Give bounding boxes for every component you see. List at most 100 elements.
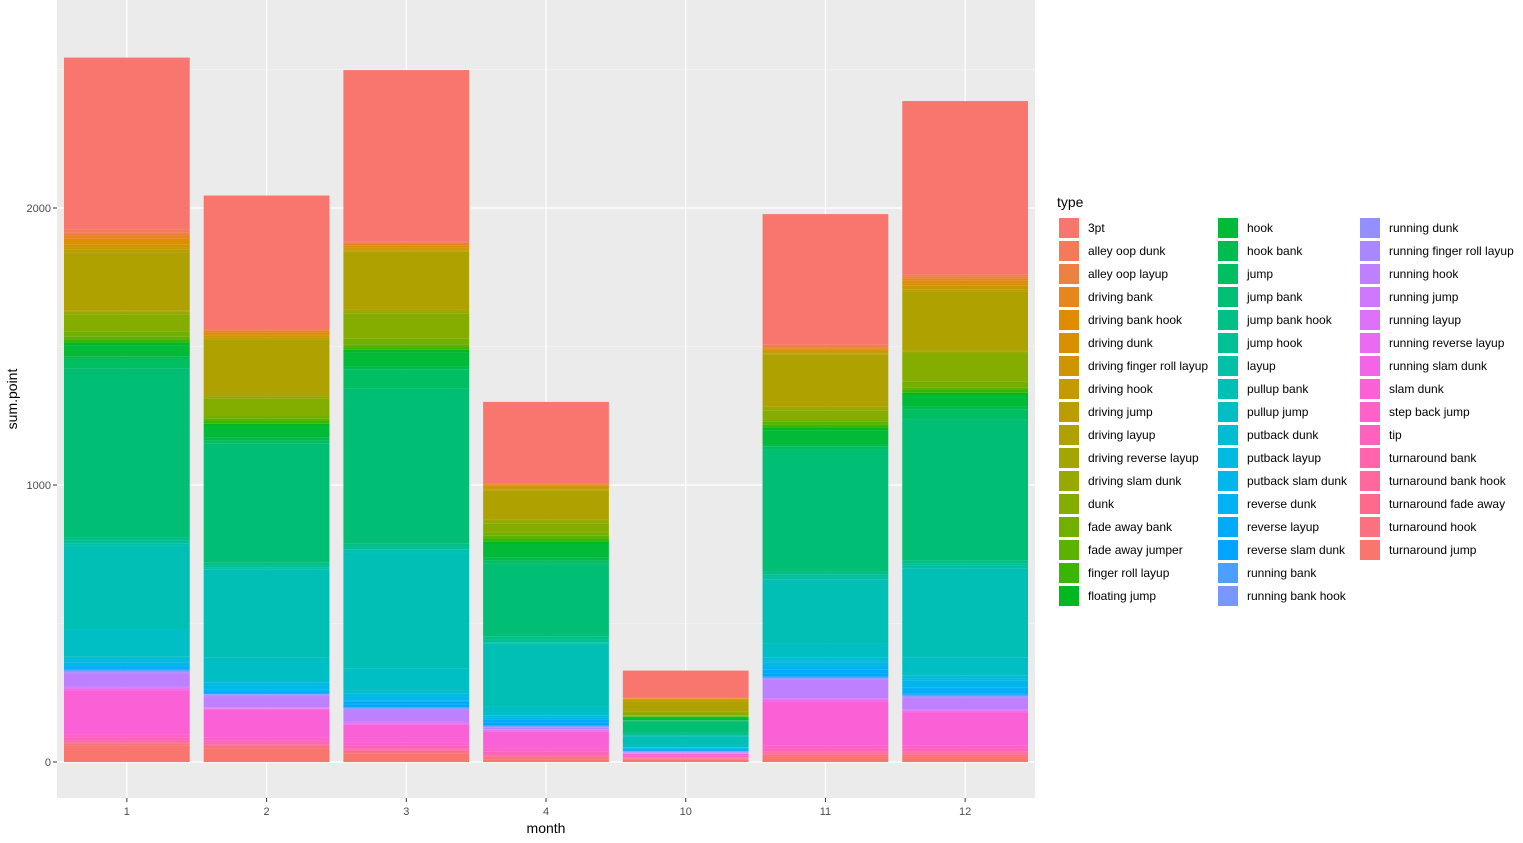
bar-segment: [203, 562, 330, 566]
bar-segment: [63, 656, 190, 660]
bar-segment: [63, 358, 190, 369]
bar-segment: [762, 214, 889, 345]
bar-segment: [902, 753, 1029, 755]
bar-segment: [622, 756, 749, 758]
bar-segment: [902, 406, 1029, 410]
legend-swatch: [1217, 470, 1239, 492]
legend-item: reverse dunk: [1217, 493, 1317, 515]
bar-segment: [63, 537, 190, 541]
legend-label: running hook: [1389, 267, 1459, 281]
legend-item: running finger roll layup: [1359, 240, 1514, 262]
bar-segment: [483, 706, 609, 713]
bar-segment: [343, 707, 470, 708]
bar-segment: [203, 338, 330, 340]
bar-segment: [622, 748, 749, 749]
legend-label: 3pt: [1088, 221, 1105, 235]
legend-swatch: [1058, 332, 1080, 354]
x-axis: 1 2 3 4 10 11 12: [124, 798, 971, 818]
bar-segment: [622, 748, 749, 750]
bar-segment: [343, 244, 470, 246]
bar-segment: [622, 747, 749, 748]
bar-segment: [343, 721, 470, 723]
legend-label: putback slam dunk: [1247, 474, 1348, 488]
bar-segment: [203, 707, 330, 709]
bar-segment: [762, 745, 889, 749]
bar-segment: [203, 737, 330, 741]
bar-segment: [483, 541, 609, 545]
bar-segment: [902, 694, 1029, 696]
bar-segment: [63, 688, 190, 690]
bar-segment: [483, 731, 609, 749]
bar-segment: [762, 679, 889, 681]
bar-segment: [483, 401, 609, 484]
legend-label: pullup jump: [1247, 405, 1309, 419]
legend-swatch: [1217, 355, 1239, 377]
bar-segment: [902, 745, 1029, 749]
bar-segment: [762, 756, 889, 762]
bar-segment: [343, 748, 470, 750]
bar-segment: [762, 666, 889, 670]
bar-segment: [483, 722, 609, 726]
bar-segment: [902, 680, 1029, 688]
bar-segment: [343, 742, 470, 746]
legend-item: driving bank hook: [1058, 309, 1183, 331]
legend-item: turnaround jump: [1359, 539, 1477, 561]
legend-label: dunk: [1088, 497, 1115, 511]
bar-segment: [63, 345, 190, 357]
bar-segment: [762, 421, 889, 425]
legend-label: running jump: [1389, 290, 1459, 304]
legend-item: jump bank hook: [1217, 309, 1333, 331]
bar-segment: [902, 291, 1029, 351]
bar-segment: [622, 670, 749, 698]
bar-segment: [63, 241, 190, 245]
bar-segment: [483, 759, 609, 762]
legend-swatch: [1217, 516, 1239, 538]
bar-segment: [63, 356, 190, 359]
bar-segment: [63, 238, 190, 242]
bar-segment: [762, 407, 889, 411]
legend-label: hook bank: [1247, 244, 1303, 258]
bar-segment: [63, 342, 190, 346]
legend-title: type: [1057, 194, 1084, 210]
legend-item: dunk: [1058, 493, 1115, 515]
bar-segment: [622, 744, 749, 748]
y-axis-title: sum.point: [4, 369, 20, 430]
bar-segment: [483, 520, 609, 524]
bar-segment: [902, 274, 1029, 277]
bar-segment: [343, 251, 470, 310]
bar-segment: [902, 693, 1029, 695]
bar-segment: [902, 351, 1029, 354]
bar-segment: [762, 673, 889, 677]
bar-segment: [622, 752, 749, 753]
bar-segment: [902, 748, 1029, 752]
legend-label: turnaround fade away: [1389, 497, 1505, 511]
bar-segment: [63, 314, 190, 332]
bar-segment: [483, 490, 609, 520]
legend-swatch: [1217, 447, 1239, 469]
bar-segment: [902, 751, 1029, 753]
bar-segment: [63, 745, 190, 762]
legend-swatch: [1217, 286, 1239, 308]
bar-segment: [343, 693, 470, 697]
bar-segment: [203, 696, 330, 708]
bar-segment: [762, 701, 889, 746]
y-tick-label: 2000: [27, 203, 51, 215]
bar-segment: [762, 449, 889, 572]
bar-segment: [902, 276, 1029, 279]
bar-segment: [63, 670, 190, 672]
bar-segment: [203, 337, 330, 339]
bar-segment: [762, 576, 889, 580]
bar-segment: [343, 701, 470, 705]
bar-segment: [343, 724, 470, 743]
bar-segment: [343, 722, 470, 724]
bar-segment: [203, 685, 330, 690]
bar-segment: [343, 309, 470, 312]
bar-segment: [902, 289, 1029, 292]
bar-segment: [483, 757, 609, 760]
bar-segment: [203, 437, 330, 441]
bar-segment: [343, 724, 470, 725]
legend-label: running reverse layup: [1389, 336, 1505, 350]
bar-segment: [343, 552, 470, 669]
bar-segment: [762, 345, 889, 348]
legend-swatch: [1359, 263, 1381, 285]
